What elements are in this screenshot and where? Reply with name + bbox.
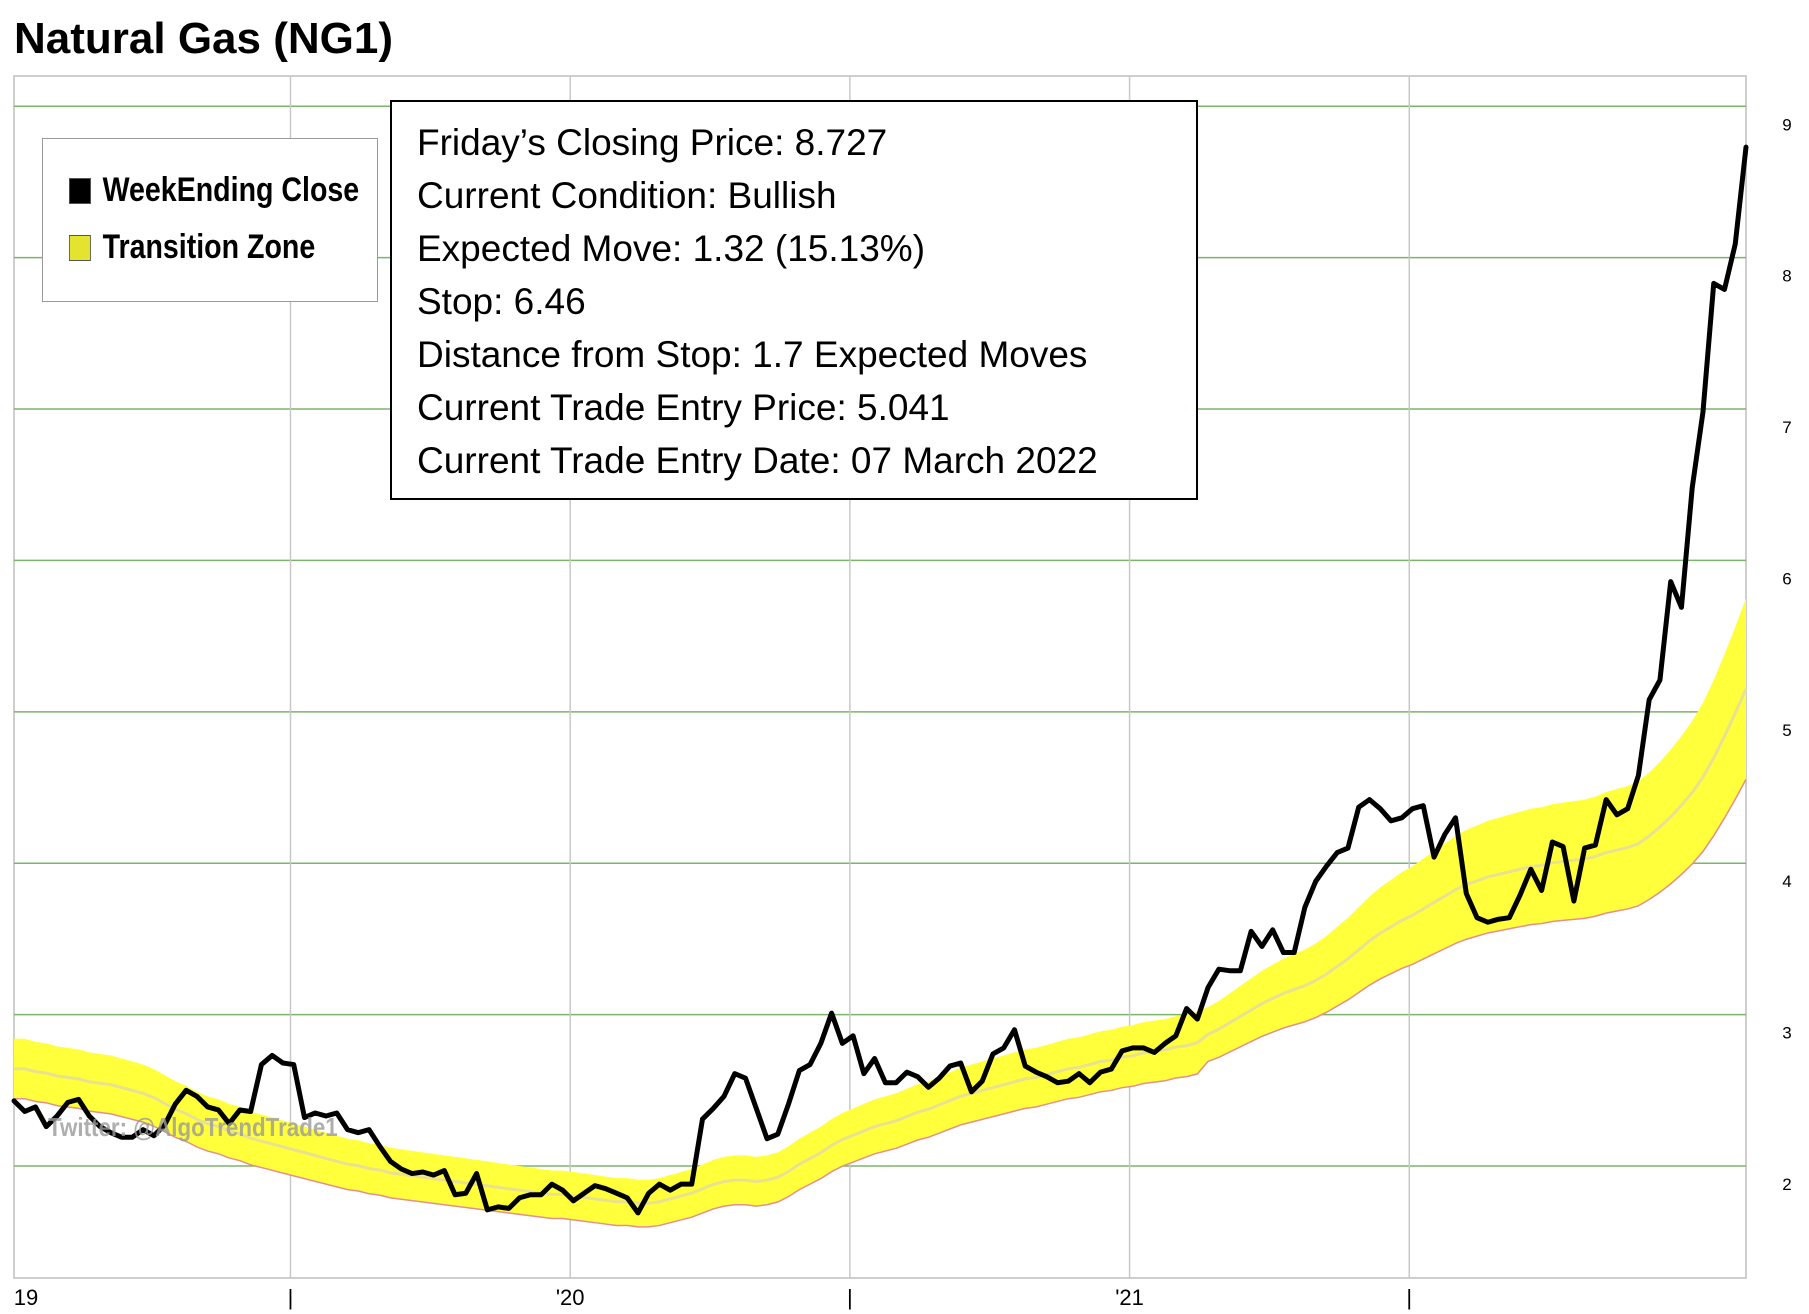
y-tick-label: 8 [1782, 267, 1791, 286]
x-tick-label: '20 [556, 1285, 585, 1310]
chart-title: Natural Gas (NG1) [14, 14, 393, 63]
legend-label-zone: Transition Zone [102, 228, 316, 266]
info-stop: Stop: 6.46 [417, 281, 586, 322]
x-tick-label: | [288, 1285, 294, 1310]
legend-label-close: WeekEnding Close [102, 171, 360, 209]
info-entry-price: Current Trade Entry Price: 5.041 [417, 387, 950, 428]
x-tick-label: '21 [1115, 1285, 1144, 1310]
y-tick-label: 7 [1782, 418, 1791, 437]
x-tick-label: | [847, 1285, 853, 1310]
close-price-line [11, 144, 1749, 1216]
y-tick-label: 5 [1782, 721, 1791, 740]
axis-layer: 2 3 4 5 6 7 8 9 19 | '20 | '21 | [14, 115, 1792, 1310]
info-entry-date: Current Trade Entry Date: 07 March 2022 [417, 440, 1098, 481]
y-tick-label: 2 [1782, 1175, 1791, 1194]
y-tick-label: 9 [1782, 115, 1791, 134]
y-tick-label: 4 [1782, 872, 1791, 891]
info-expected-move: Expected Move: 1.32 (15.13%) [417, 228, 926, 269]
transition-zone-layer [14, 598, 1748, 1228]
close-line-layer [11, 144, 1749, 1216]
info-condition: Current Condition: Bullish [417, 175, 837, 216]
x-tick-label: | [1406, 1285, 1412, 1310]
zone-midline [14, 688, 1748, 1205]
zone-lower-edge [14, 779, 1747, 1228]
trade-info-box: Friday’s Closing Price: 8.727 Current Co… [390, 100, 1198, 500]
close-swatch-icon [69, 177, 91, 204]
legend-item-zone: Transition Zone [69, 228, 315, 267]
y-tick-label: 3 [1782, 1024, 1791, 1043]
info-closing-price: Friday’s Closing Price: 8.727 [417, 122, 888, 163]
watermark-text: Twitter: @AlgoTrendTrade1 [48, 1112, 338, 1142]
y-tick-label: 6 [1782, 569, 1791, 588]
info-distance: Distance from Stop: 1.7 Expected Moves [417, 334, 1088, 375]
legend: WeekEnding Close Transition Zone [42, 138, 378, 302]
x-tick-label: 19 [14, 1285, 38, 1310]
legend-item-close: WeekEnding Close [69, 171, 359, 210]
transition-zone-band [14, 598, 1746, 1227]
zone-swatch-icon [69, 234, 91, 261]
